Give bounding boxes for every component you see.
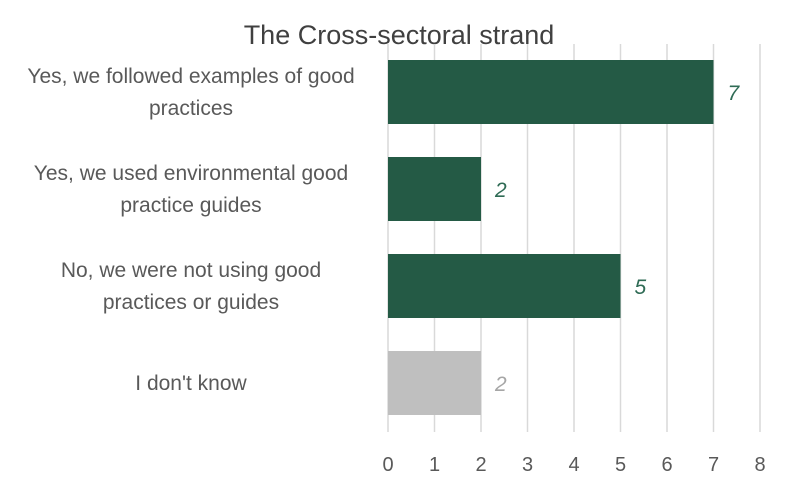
category-label-1: Yes, we followed examples of good practic… bbox=[27, 65, 354, 120]
x-tick-0: 0 bbox=[382, 454, 393, 476]
bar-2 bbox=[388, 157, 481, 221]
x-axis-ticks: 0 1 2 3 4 5 6 7 8 bbox=[382, 454, 765, 476]
x-tick-6: 6 bbox=[661, 454, 672, 476]
bar-3 bbox=[388, 254, 621, 318]
category-label-4: I don't know bbox=[135, 372, 247, 395]
bars bbox=[388, 60, 714, 415]
x-tick-4: 4 bbox=[568, 454, 579, 476]
x-tick-1: 1 bbox=[429, 454, 440, 476]
data-label-2: 2 bbox=[494, 179, 507, 202]
data-label-1: 7 bbox=[728, 82, 741, 105]
bar-4 bbox=[388, 351, 481, 415]
x-tick-5: 5 bbox=[615, 454, 626, 476]
category-label-3: No, we were not using good practices or g… bbox=[61, 259, 321, 314]
data-label-4: 2 bbox=[494, 373, 507, 396]
category-label-2: Yes, we used environmental good practice … bbox=[34, 162, 348, 217]
x-tick-3: 3 bbox=[522, 454, 533, 476]
data-label-3: 5 bbox=[635, 276, 647, 299]
category-labels: Yes, we followed examples of good practic… bbox=[27, 65, 354, 395]
x-tick-7: 7 bbox=[708, 454, 719, 476]
x-tick-2: 2 bbox=[475, 454, 486, 476]
x-tick-8: 8 bbox=[754, 454, 765, 476]
bar-1 bbox=[388, 60, 714, 124]
chart-title: The Cross-sectoral strand bbox=[244, 20, 555, 50]
data-labels: 7 2 5 2 bbox=[494, 82, 741, 396]
